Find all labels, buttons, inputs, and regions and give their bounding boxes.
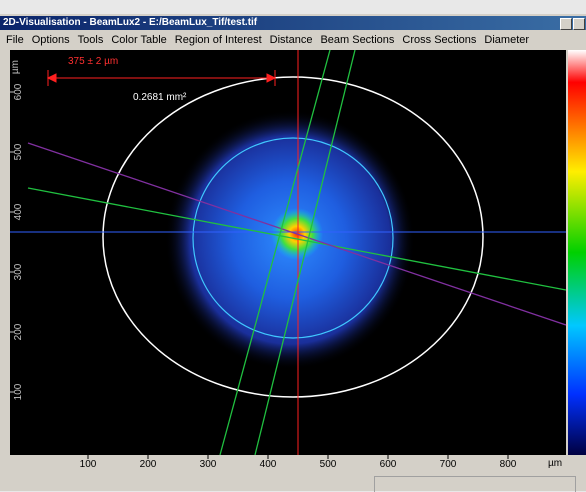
x-tick-label: 500 bbox=[320, 459, 337, 470]
x-tick-label: 600 bbox=[380, 459, 397, 470]
menu-item[interactable]: Tools bbox=[78, 32, 104, 48]
y-tick-label: 600 bbox=[13, 83, 24, 100]
plot: 375 ± 2 µm 0.2681 mm² µm µm 100 200 300 400… bbox=[0, 50, 586, 470]
title-bar: 2D-Visualisation - BeamLux2 - E:/BeamLux… bbox=[0, 16, 586, 30]
menu-item[interactable]: Beam Sections bbox=[320, 32, 394, 48]
y-tick-label: 300 bbox=[13, 263, 24, 280]
x-tick-label: 100 bbox=[80, 459, 97, 470]
x-tick-label: 200 bbox=[140, 459, 157, 470]
area-annotation: 0.2681 mm² bbox=[133, 92, 187, 103]
menu-item[interactable]: Region of Interest bbox=[175, 32, 262, 48]
x-unit: µm bbox=[548, 458, 562, 469]
x-tick-label: 700 bbox=[440, 459, 457, 470]
menu-item[interactable]: Color Table bbox=[111, 32, 166, 48]
menu-item[interactable]: Diameter bbox=[484, 32, 529, 48]
y-unit: µm bbox=[10, 60, 21, 74]
menu-item[interactable]: Cross Sections bbox=[402, 32, 476, 48]
menu-item[interactable]: Options bbox=[32, 32, 70, 48]
y-tick-label: 400 bbox=[13, 203, 24, 220]
y-tick-label: 100 bbox=[13, 383, 24, 400]
width-annotation: 375 ± 2 µm bbox=[68, 56, 118, 67]
color-scale bbox=[568, 50, 586, 455]
x-tick-label: 300 bbox=[200, 459, 217, 470]
y-tick-label: 200 bbox=[13, 323, 24, 340]
menu-item[interactable]: File bbox=[6, 32, 24, 48]
x-tick-label: 400 bbox=[260, 459, 277, 470]
status-bar bbox=[0, 470, 586, 491]
y-tick-label: 500 bbox=[13, 143, 24, 160]
window-title: 2D-Visualisation - BeamLux2 - E:/BeamLux… bbox=[0, 17, 257, 28]
close-button[interactable] bbox=[573, 18, 585, 30]
menu-item[interactable]: Distance bbox=[270, 32, 313, 48]
status-field bbox=[374, 476, 576, 492]
x-tick-label: 800 bbox=[500, 459, 517, 470]
menu-bar: File Options Tools Color Table Region of Int… bbox=[0, 32, 529, 48]
minimize-button[interactable] bbox=[560, 18, 572, 30]
